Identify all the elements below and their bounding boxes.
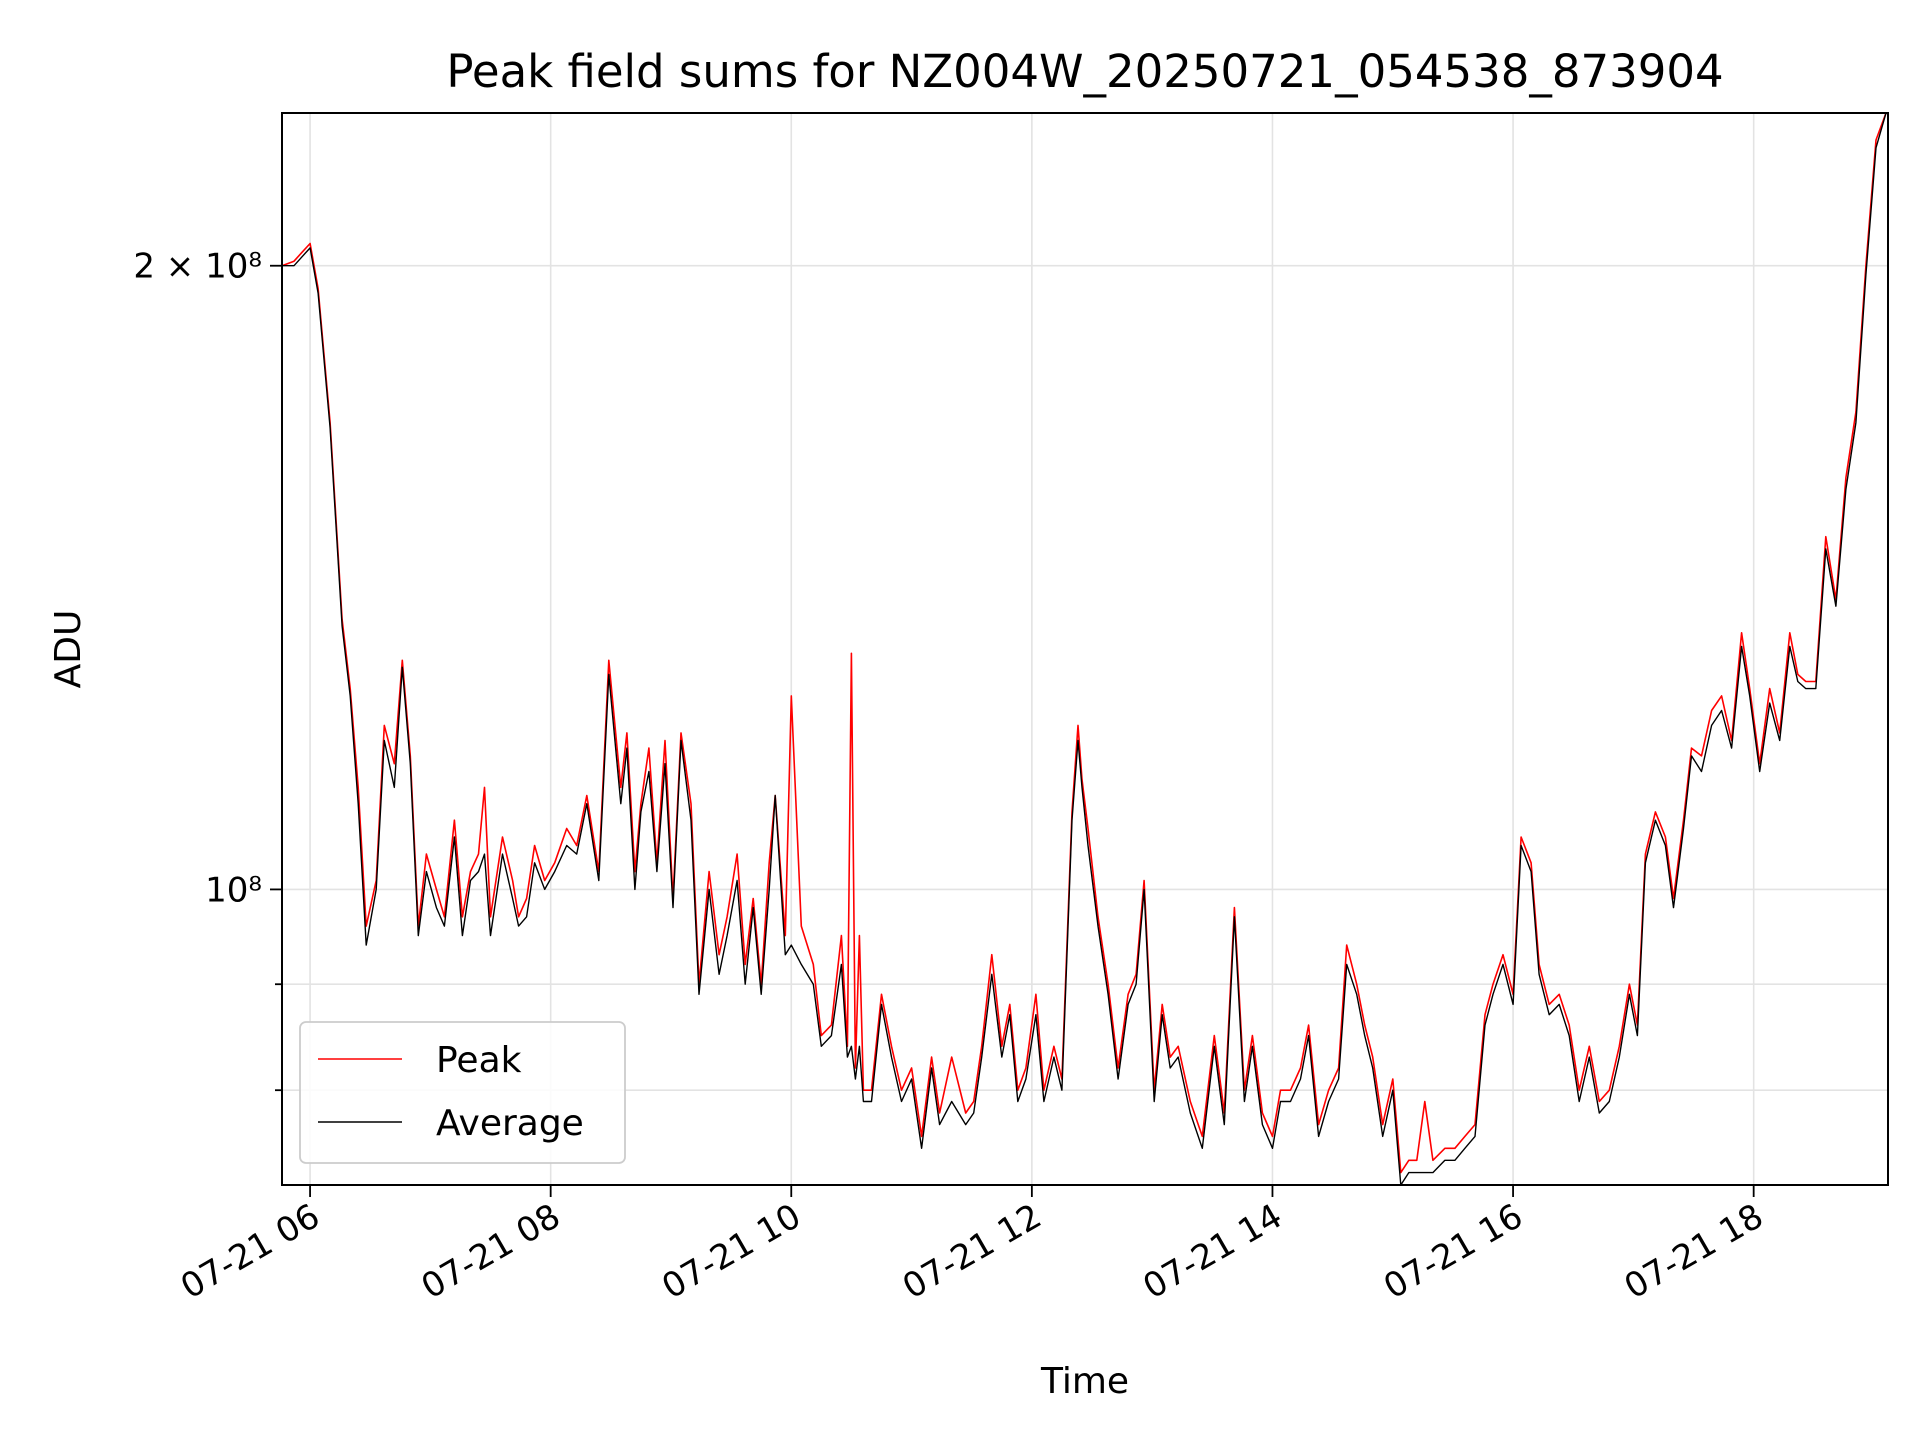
gridlines [282,113,1888,1185]
series-line-peak [282,113,1887,1174]
y-axis-label: ADU [48,610,89,689]
legend-box [299,1021,626,1164]
x-axis-label: Time [1040,1361,1129,1402]
series-lines [282,113,1887,1185]
y-tick-label: 10⁸ [205,870,262,910]
plot-frame [281,112,1889,1186]
series-line-average [282,113,1887,1185]
legend: Peak Average [299,1021,626,1164]
legend-label-peak: Peak [436,1040,522,1081]
y-tick-label: 2 × 10⁸ [133,247,262,287]
chart-title: Peak field sums for NZ004W_20250721_0545… [446,45,1723,98]
legend-label-average: Average [436,1103,584,1144]
